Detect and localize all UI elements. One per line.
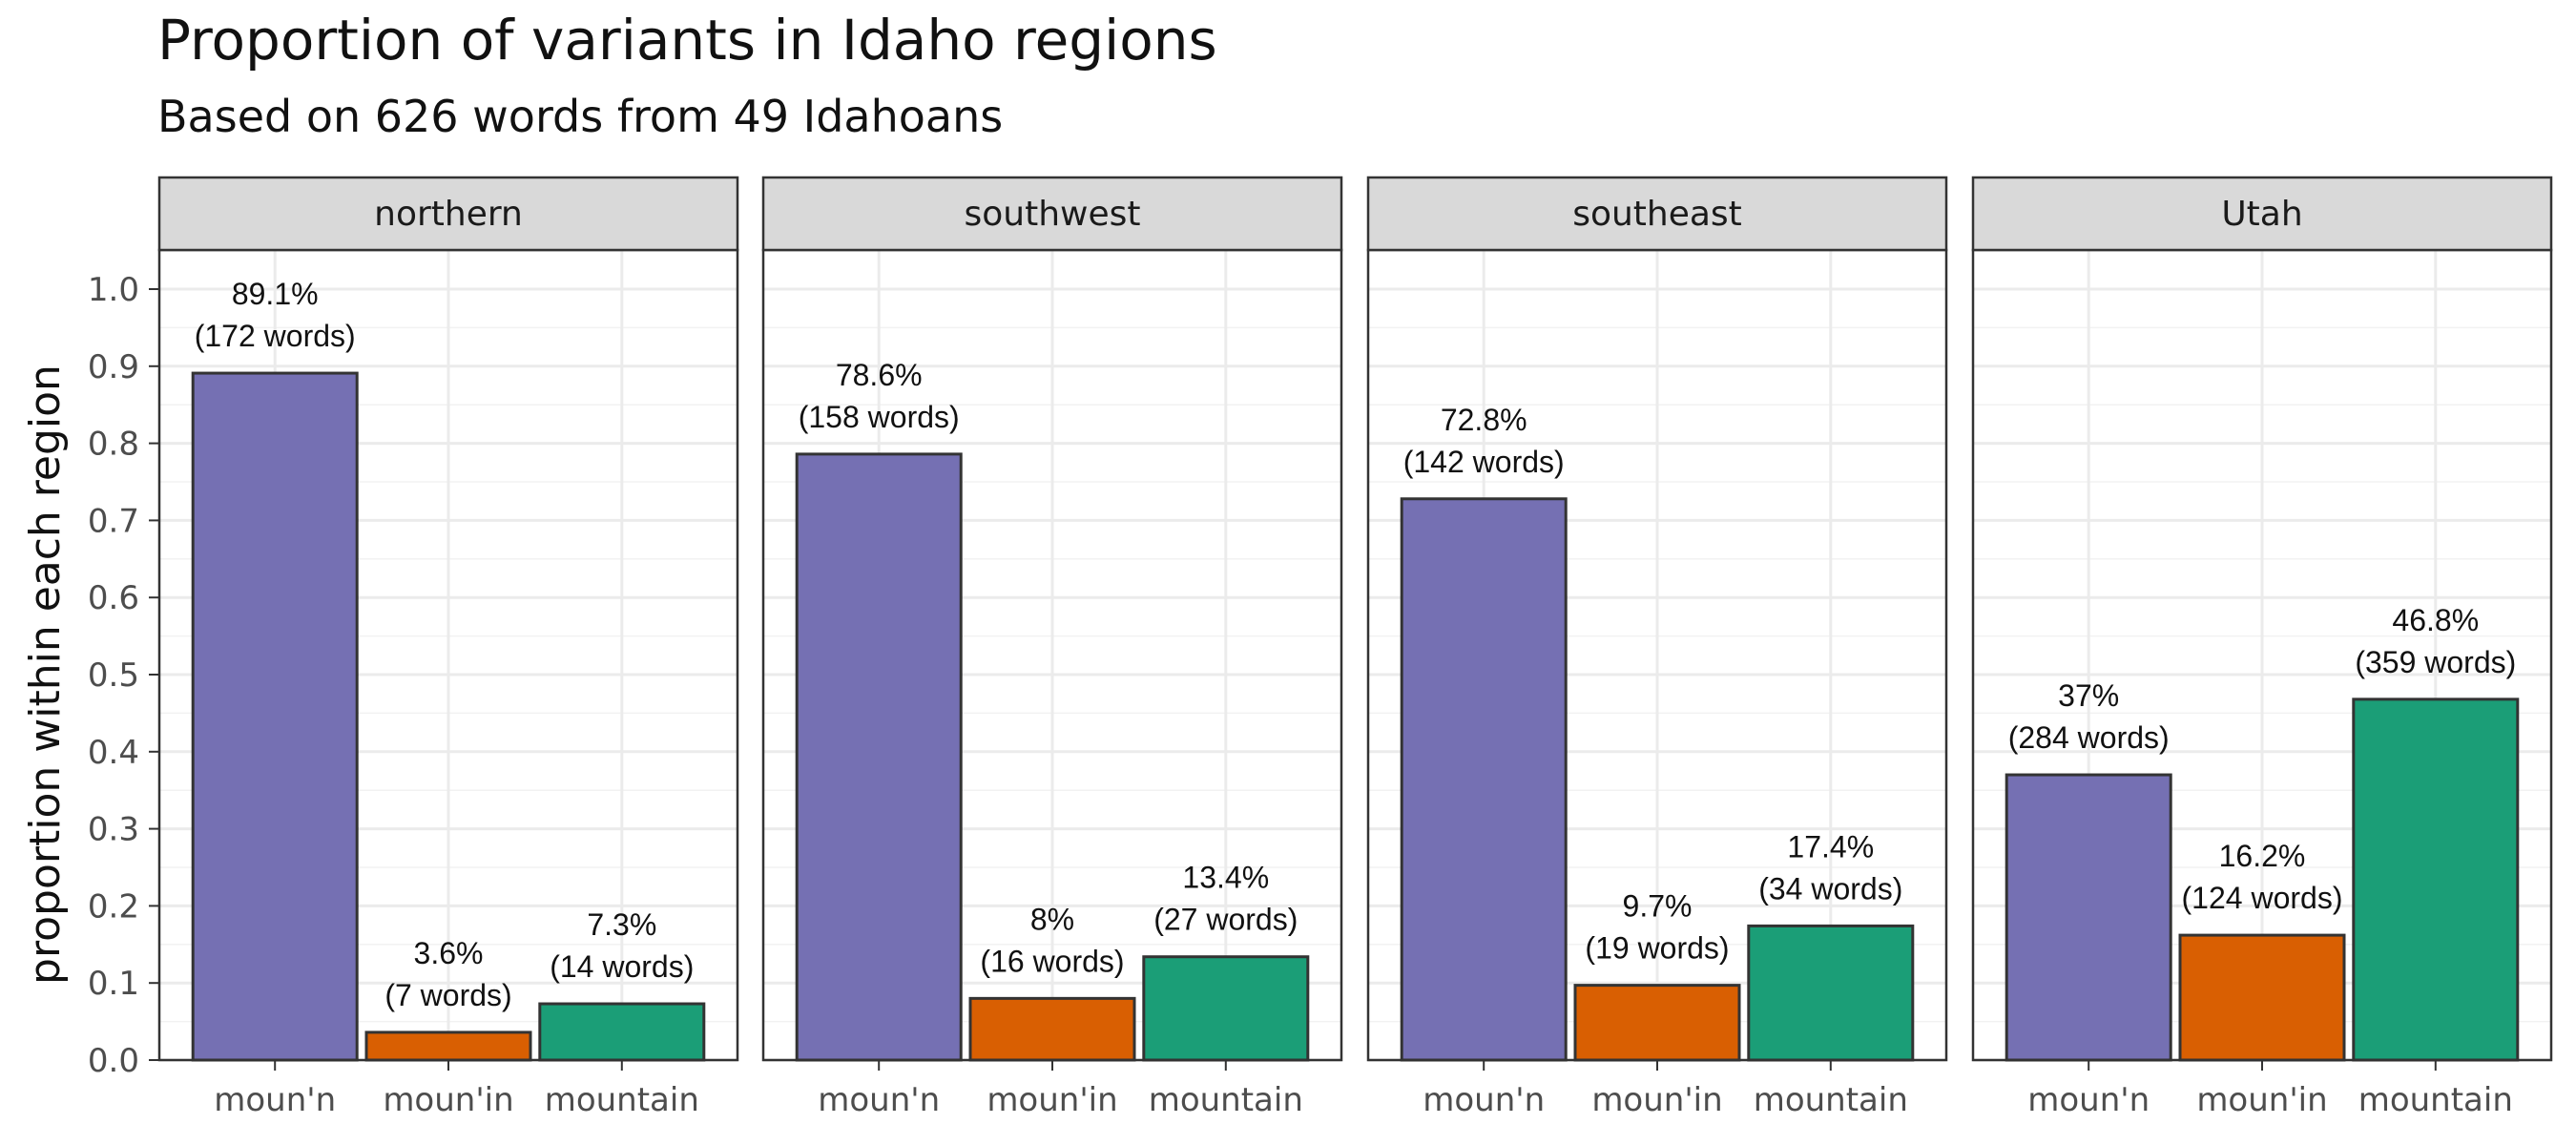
facet-strip-southeast [1366,176,1948,252]
y-tick-label-0-5: 0.5 [88,656,139,695]
x-tick-label-southeast-moun-in: moun'in [1591,1081,1722,1119]
bar-label-percent-utah-mountain: 46.8% [2392,603,2479,637]
bar-label-count-northern-mountain: (14 words) [550,949,694,984]
x-tick-label-southwest-mountain: mountain [1149,1081,1303,1119]
bar-label-percent-northern-moun-n: 89.1% [232,277,319,311]
bar-label-percent-southwest-mountain: 13.4% [1182,861,1269,895]
bar-northern-moun-in [364,1030,532,1062]
x-tick-label-utah-mountain: mountain [2358,1081,2513,1119]
chart-title: Proportion of variants in Idaho regions [157,8,1217,73]
bar-label-percent-southwest-moun-n: 78.6% [836,358,923,392]
x-tick-label-southeast-moun-n: moun'n [1423,1081,1545,1119]
facet-label-southwest: southwest [965,195,1141,234]
y-tick-label-0-4: 0.4 [88,734,139,772]
bar-label-count-northern-moun-in: (7 words) [384,978,511,1012]
bar-northern-mountain [538,1002,706,1062]
y-tick-label-0-2: 0.2 [88,887,139,926]
bar-utah-moun-in [2178,933,2346,1062]
x-tick-label-southwest-moun-n: moun'n [818,1081,940,1119]
y-axis-title: proportion within each region [21,364,70,985]
bar-label-percent-southeast-moun-in: 9.7% [1623,889,1693,924]
x-tick-label-northern-mountain: mountain [545,1081,699,1119]
x-tick-label-northern-moun-n: moun'n [214,1081,336,1119]
bar-label-count-northern-moun-n: (172 words) [195,319,356,353]
bar-southeast-moun-n [1400,497,1568,1062]
bar-label-count-utah-mountain: (359 words) [2355,645,2516,679]
x-tick-label-utah-moun-n: moun'n [2027,1081,2150,1119]
bar-label-count-southeast-moun-n: (142 words) [1403,445,1565,479]
bar-label-percent-utah-moun-in: 16.2% [2219,839,2306,873]
bar-label-count-utah-moun-n: (284 words) [2008,720,2170,755]
facet-strip-southwest [761,176,1343,252]
x-tick-label-southwest-moun-in: moun'in [987,1081,1117,1119]
bar-southeast-moun-in [1573,984,1741,1062]
bar-label-count-southwest-moun-in: (16 words) [980,944,1124,978]
y-tick-label-0-8: 0.8 [88,426,139,464]
x-tick-label-northern-moun-in: moun'in [383,1081,513,1119]
bar-northern-moun-n [191,371,359,1062]
bar-label-percent-southeast-moun-n: 72.8% [1441,403,1527,437]
bar-utah-mountain [2352,697,2520,1062]
facet-label-utah: Utah [2221,195,2302,234]
facet-strip-utah [1971,176,2553,252]
bar-label-percent-southwest-moun-in: 8% [1030,902,1074,936]
y-tick-label-0-0: 0.0 [88,1042,139,1080]
y-tick-label-0-7: 0.7 [88,502,139,540]
bar-label-count-southeast-mountain: (34 words) [1758,871,1902,906]
chart-subtitle: Based on 626 words from 49 Idahoans [157,91,1004,142]
y-tick-label-0-9: 0.9 [88,348,139,386]
bar-southwest-mountain [1142,955,1310,1062]
y-tick-label-0-6: 0.6 [88,579,139,617]
bar-label-count-southwest-mountain: (27 words) [1153,903,1298,937]
x-tick-label-utah-moun-in: moun'in [2196,1081,2327,1119]
bar-label-count-southeast-moun-in: (19 words) [1585,931,1729,966]
bar-label-count-southwest-moun-n: (158 words) [799,400,960,434]
bar-southwest-moun-n [795,452,963,1062]
y-tick-label-0-3: 0.3 [88,811,139,849]
bar-utah-moun-n [2005,773,2172,1062]
bar-southeast-mountain [1747,924,1915,1062]
y-tick-label-1-0: 1.0 [88,271,139,309]
bar-label-count-utah-moun-in: (124 words) [2182,881,2343,915]
bar-southwest-moun-in [968,996,1136,1062]
bar-label-percent-northern-mountain: 7.3% [587,907,656,942]
bar-label-percent-southeast-mountain: 17.4% [1787,829,1874,864]
bar-label-percent-northern-moun-in: 3.6% [414,936,484,970]
facet-label-southeast: southeast [1572,195,1742,234]
bar-label-percent-utah-moun-n: 37% [2058,678,2119,713]
x-tick-label-southeast-mountain: mountain [1754,1081,1908,1119]
facet-strip-northern [157,176,739,252]
y-tick-label-0-1: 0.1 [88,965,139,1003]
facet-label-northern: northern [374,195,523,234]
